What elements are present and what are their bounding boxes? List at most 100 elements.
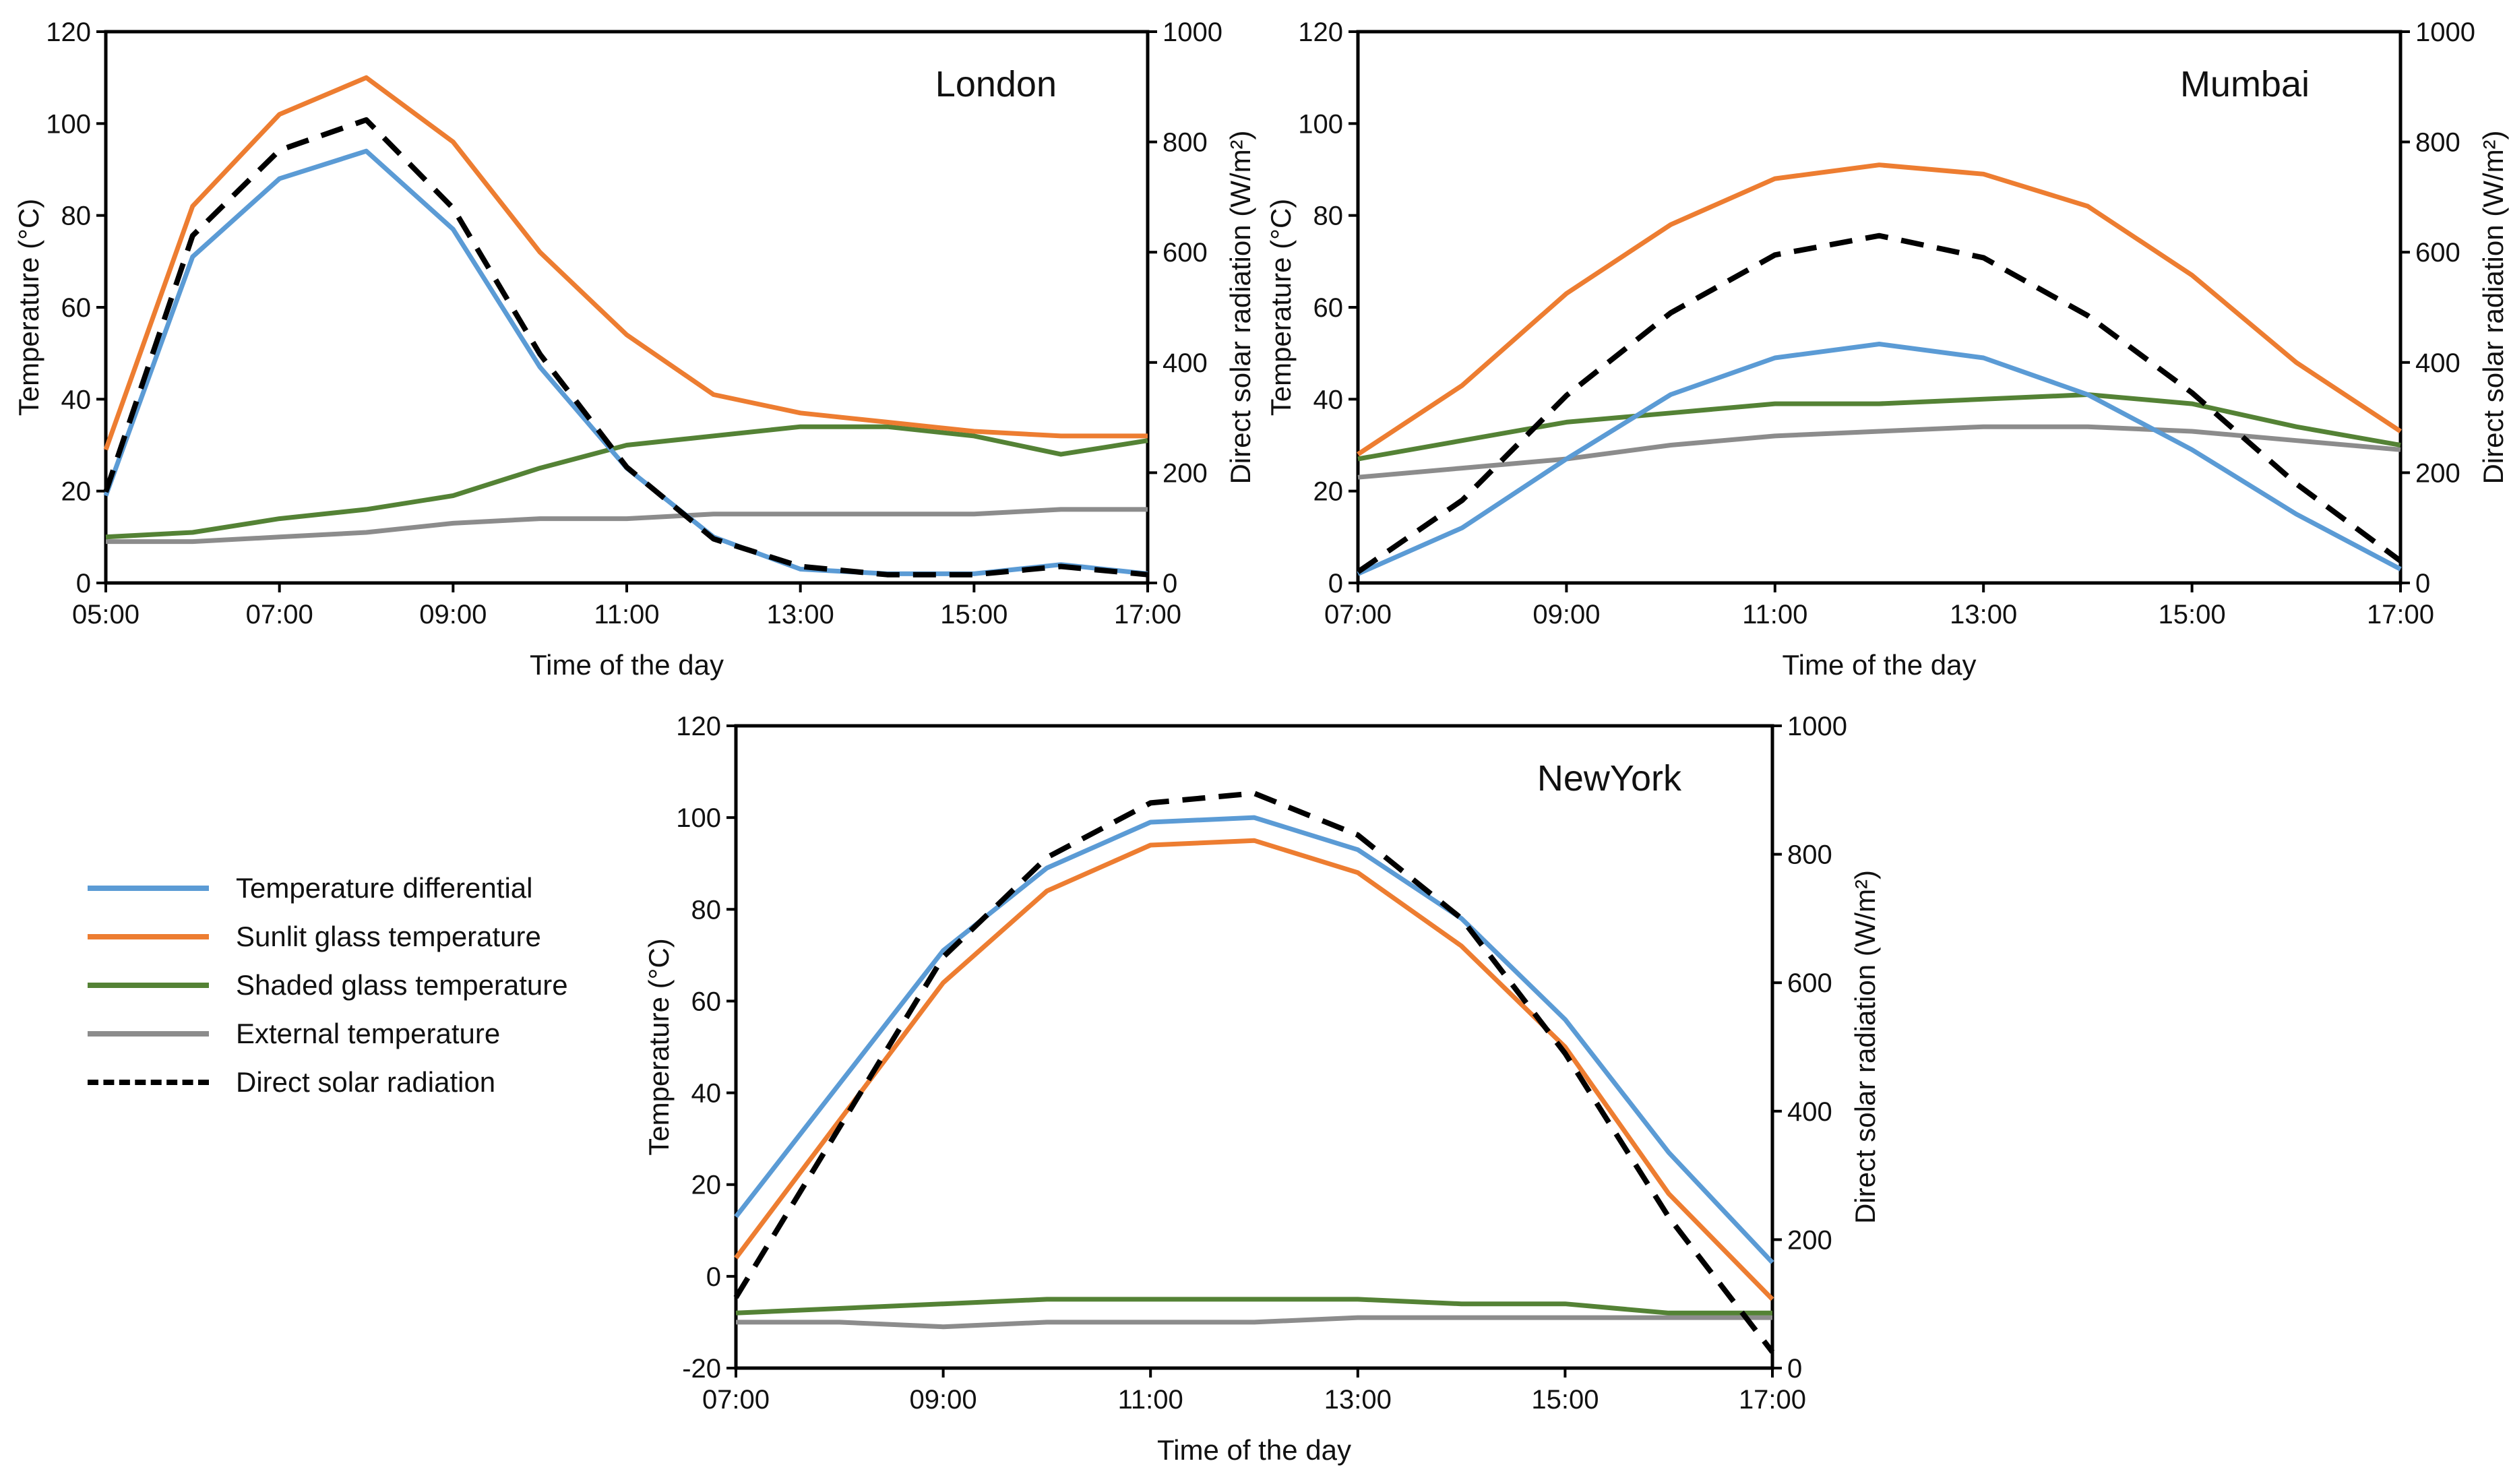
y-tick-label: 0 xyxy=(706,1262,721,1292)
y-tick-label: 20 xyxy=(1313,477,1344,507)
y-tick-label: 40 xyxy=(61,385,92,414)
y-tick-label: -20 xyxy=(682,1354,721,1384)
y2-tick-label: 400 xyxy=(2415,348,2460,378)
y-axis-label: Temperature (°C) xyxy=(13,199,44,416)
y-tick-label: 120 xyxy=(1298,18,1343,47)
y2-tick-label: 200 xyxy=(1787,1225,1832,1255)
x-tick-label: 09:00 xyxy=(1532,600,1600,629)
y2-tick-label: 400 xyxy=(1787,1097,1832,1127)
y-tick-label: 20 xyxy=(691,1171,722,1200)
legend-label: Temperature differential xyxy=(236,872,533,904)
y2-tick-label: 1000 xyxy=(2415,18,2475,47)
legend: Temperature differential Sunlit glass tem… xyxy=(88,864,600,1107)
y2-tick-label: 1000 xyxy=(1787,712,1847,741)
y-tick-label: 40 xyxy=(1313,385,1344,414)
x-tick-label: 11:00 xyxy=(594,600,659,629)
series-line-shaded-glass-temperature xyxy=(105,424,1148,540)
series-line-external-temperature xyxy=(1357,424,2401,480)
series-line-direct-solar-radiation xyxy=(733,791,1775,1354)
y2-tick-label: 200 xyxy=(1163,458,1208,488)
y2-tick-label: 0 xyxy=(1163,569,1177,598)
legend-label: Direct solar radiation xyxy=(236,1066,496,1098)
x-tick-label: 07:00 xyxy=(1324,600,1392,629)
legend-swatch xyxy=(88,983,209,988)
x-tick-label: 07:00 xyxy=(702,1385,770,1415)
series-line-temperature-differential xyxy=(1357,342,2402,576)
y2-tick-label: 0 xyxy=(2415,569,2430,598)
series-line-sunlit-glass-temperature xyxy=(103,75,1148,451)
y-tick-label: 100 xyxy=(1298,109,1343,139)
y-tick-label: 120 xyxy=(46,18,91,47)
y-tick-label: 60 xyxy=(691,987,722,1016)
x-tick-label: 15:00 xyxy=(1531,1385,1599,1415)
x-tick-label: 15:00 xyxy=(940,600,1008,629)
y2-tick-label: 600 xyxy=(1787,968,1832,998)
series-line-shaded-glass-temperature xyxy=(735,1297,1772,1316)
chart-title: Mumbai xyxy=(2180,64,2310,104)
y2-tick-label: 1000 xyxy=(1163,18,1222,47)
series-line-temperature-differential xyxy=(734,815,1774,1264)
legend-item-direct-solar-radiation: Direct solar radiation xyxy=(88,1058,600,1107)
x-axis-label: Time of the day xyxy=(530,649,724,681)
x-tick-label: 09:00 xyxy=(419,600,487,629)
y-tick-label: 40 xyxy=(691,1079,722,1109)
x-axis-label: Time of the day xyxy=(1157,1434,1351,1466)
series-line-external-temperature xyxy=(106,507,1148,545)
x-tick-label: 17:00 xyxy=(1739,1385,1806,1415)
x-tick-label: 15:00 xyxy=(2159,600,2226,629)
y2-tick-label: 800 xyxy=(2415,128,2460,158)
x-tick-label: 13:00 xyxy=(767,600,834,629)
y2-tick-label: 600 xyxy=(2415,238,2460,268)
legend-item-temperature-differential: Temperature differential xyxy=(88,864,600,913)
series-line-external-temperature xyxy=(736,1315,1772,1330)
chart-newyork: -20 0 20 40 60 80 100 120 0 200 400 600 800 1000 07:00… xyxy=(643,712,1881,1466)
legend-swatch xyxy=(88,886,209,891)
y2-axis-label: Direct solar radiation (W/m²) xyxy=(1225,130,1256,484)
plot-frame xyxy=(104,30,1150,585)
y-tick-label: 100 xyxy=(676,803,721,833)
y-tick-label: 120 xyxy=(676,712,721,741)
y-axis-label: Temperature (°C) xyxy=(643,938,675,1156)
x-tick-label: 11:00 xyxy=(1742,600,1807,629)
y2-tick-label: 200 xyxy=(2415,458,2460,488)
legend-item-shaded-glass-temperature: Shaded glass temperature xyxy=(88,961,600,1010)
x-axis-label: Time of the day xyxy=(1783,649,1977,681)
series-line-direct-solar-radiation xyxy=(1356,233,2403,574)
y-tick-label: 80 xyxy=(691,895,722,925)
x-tick-label: 13:00 xyxy=(1950,600,2017,629)
x-tick-label: 07:00 xyxy=(246,600,313,629)
legend-swatch xyxy=(88,1080,209,1085)
legend-swatch xyxy=(88,934,209,939)
legend-item-external-temperature: External temperature xyxy=(88,1010,600,1058)
y2-tick-label: 600 xyxy=(1163,238,1208,268)
y2-tick-label: 400 xyxy=(1163,348,1208,378)
y2-axis-label: Direct solar radiation (W/m²) xyxy=(2477,130,2509,484)
y2-tick-label: 800 xyxy=(1163,128,1208,158)
y-axis-label: Temperature (°C) xyxy=(1265,199,1297,416)
chart-london: 0 20 40 60 80 100 120 0 200 400 600 800 1000 05:00 07:… xyxy=(13,18,1256,681)
x-tick-label: 17:00 xyxy=(1114,600,1181,629)
y-tick-label: 60 xyxy=(1313,293,1344,323)
legend-label: Shaded glass temperature xyxy=(236,969,568,1001)
y-tick-label: 80 xyxy=(61,202,92,231)
series-line-temperature-differential xyxy=(103,148,1148,576)
series-line-sunlit-glass-temperature xyxy=(1357,162,2402,457)
y-tick-label: 0 xyxy=(1328,569,1343,598)
legend-item-sunlit-glass-temperature: Sunlit glass temperature xyxy=(88,913,600,961)
legend-label: Sunlit glass temperature xyxy=(236,921,541,952)
x-tick-label: 17:00 xyxy=(2367,600,2434,629)
x-tick-label: 13:00 xyxy=(1324,1385,1392,1415)
y-tick-label: 20 xyxy=(61,477,92,507)
y2-axis-label: Direct solar radiation (W/m²) xyxy=(1849,870,1881,1224)
plot-frame xyxy=(1356,30,2403,585)
plot-frame xyxy=(734,724,1774,1370)
series-line-direct-solar-radiation xyxy=(103,117,1148,578)
legend-swatch xyxy=(88,1031,209,1037)
y2-tick-label: 0 xyxy=(1787,1354,1802,1384)
y-tick-label: 80 xyxy=(1313,202,1344,231)
y-tick-label: 0 xyxy=(76,569,91,598)
chart-mumbai: 0 20 40 60 80 100 120 0 200 400 600 800 1000 07:00 09:… xyxy=(1265,18,2509,681)
x-tick-label: 09:00 xyxy=(910,1385,977,1415)
y-tick-label: 100 xyxy=(46,109,91,139)
y2-tick-label: 800 xyxy=(1787,840,1832,870)
